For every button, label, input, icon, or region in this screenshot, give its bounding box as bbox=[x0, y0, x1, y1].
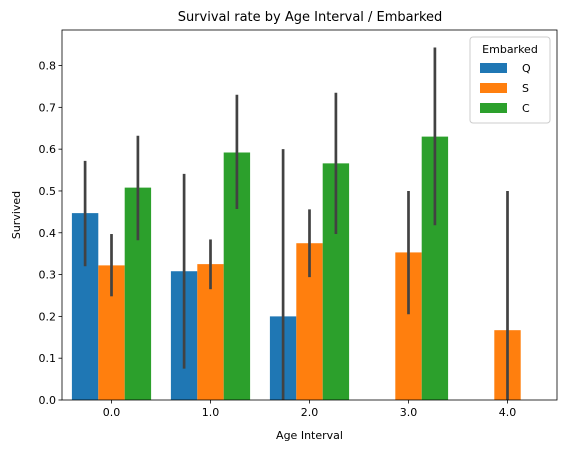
y-tick-label-0.2: 0.2 bbox=[39, 310, 57, 323]
legend-title: Embarked bbox=[482, 43, 538, 56]
y-tick-label-0.0: 0.0 bbox=[39, 394, 57, 407]
legend-swatch-C bbox=[480, 103, 507, 113]
legend-label-C: C bbox=[522, 102, 530, 115]
x-tick-label-3.0: 3.0 bbox=[400, 406, 418, 419]
x-tick-label-0.0: 0.0 bbox=[103, 406, 121, 419]
y-tick-label-0.5: 0.5 bbox=[39, 185, 57, 198]
chart-title: Survival rate by Age Interval / Embarked bbox=[178, 10, 443, 25]
legend-box bbox=[469, 36, 551, 124]
y-axis-label: Survived bbox=[10, 191, 23, 239]
y-tick-label-0.4: 0.4 bbox=[39, 227, 57, 240]
legend: Embarked QSC bbox=[469, 36, 551, 124]
x-tick-label-2.0: 2.0 bbox=[301, 406, 319, 419]
legend-items: QSC bbox=[480, 62, 531, 115]
legend-swatch-S bbox=[480, 83, 507, 93]
x-tick-label-1.0: 1.0 bbox=[202, 406, 220, 419]
x-axis-label: Age Interval bbox=[276, 429, 343, 442]
y-tick-label-0.6: 0.6 bbox=[39, 143, 57, 156]
legend-label-S: S bbox=[522, 82, 529, 95]
legend-swatch-Q bbox=[480, 63, 507, 73]
plot-area: 0.0 0.1 0.2 0.3 0.4 0.5 0.6 0.7 0.8 0.0 1.0 2.0 3.0… bbox=[39, 29, 558, 419]
x-tick-label-4.0: 4.0 bbox=[499, 406, 517, 419]
legend-label-Q: Q bbox=[522, 62, 531, 75]
axes-frame bbox=[61, 29, 558, 401]
y-tick-label-0.1: 0.1 bbox=[39, 352, 57, 365]
x-axis: 0.0 1.0 2.0 3.0 4.0 bbox=[103, 400, 517, 419]
y-axis: 0.0 0.1 0.2 0.3 0.4 0.5 0.6 0.7 0.8 bbox=[39, 60, 62, 407]
y-tick-label-0.3: 0.3 bbox=[39, 269, 57, 282]
y-tick-label-0.8: 0.8 bbox=[39, 60, 57, 73]
y-tick-label-0.7: 0.7 bbox=[39, 101, 57, 114]
error-bars-group bbox=[83, 47, 509, 400]
